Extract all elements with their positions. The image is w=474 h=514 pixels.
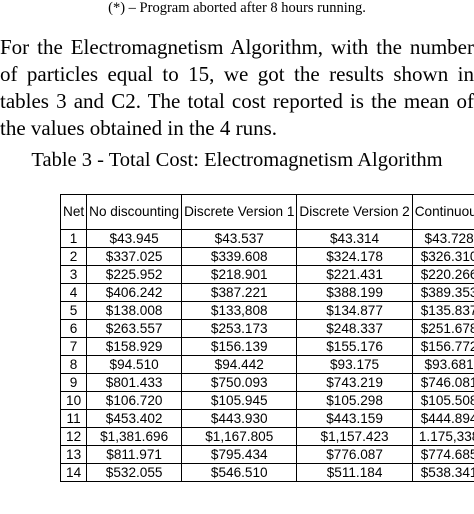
cost-cell: $388.199	[296, 283, 413, 302]
cost-cell: $387.221	[181, 283, 298, 302]
table-body: 1 $43.945 $43.537 $43.314 $43.728 2 $337.025 $3…	[59, 229, 474, 482]
cost-cell: $218.901	[181, 265, 298, 284]
column-header-discrete-v2: Discrete Version 2	[296, 194, 413, 230]
cost-cell: $532.055	[86, 463, 183, 482]
cost-cell: $135.837	[411, 301, 474, 320]
cost-cell: $105.508	[411, 391, 474, 410]
cost-cell: $93.681	[411, 355, 474, 374]
net-id-cell: 10	[59, 391, 88, 410]
table-header-row: Net No discounting Discrete Version 1 Di…	[59, 194, 474, 230]
cost-cell: $324.178	[296, 247, 413, 266]
cost-cell: $453.402	[86, 409, 183, 428]
table-row: 10 $106.720 $105.945 $105.298 $105.508	[59, 391, 474, 410]
net-id-cell: 12	[59, 427, 88, 446]
net-id-cell: 2	[59, 247, 88, 266]
net-id-cell: 4	[59, 283, 88, 302]
cost-cell: $337.025	[86, 247, 183, 266]
net-id-cell: 5	[59, 301, 88, 320]
results-table: Net No discounting Discrete Version 1 Di…	[59, 194, 474, 482]
cost-cell: $253.173	[181, 319, 298, 338]
net-id-cell: 8	[59, 355, 88, 374]
table-caption: Table 3 - Total Cost: Electromagnetism A…	[31, 149, 443, 171]
cost-cell: $138.008	[86, 301, 183, 320]
cost-cell: $811.971	[86, 445, 183, 464]
cost-cell: $251.678	[411, 319, 474, 338]
cost-cell: $134.877	[296, 301, 413, 320]
table-row: 8 $94.510 $94.442 $93.175 $93.681	[59, 355, 474, 374]
cost-cell: $1,157.423	[296, 427, 413, 446]
cost-cell: $444.894	[411, 409, 474, 428]
cost-cell: $220.266	[411, 265, 474, 284]
cost-cell: $795.434	[181, 445, 298, 464]
cost-cell: $746.081	[411, 373, 474, 392]
footnote: (*) – Program aborted after 8 hours runn…	[108, 0, 366, 16]
cost-cell: $339.608	[181, 247, 298, 266]
cost-cell: $221.431	[296, 265, 413, 284]
cost-cell: $225.952	[86, 265, 183, 284]
cost-cell: $774.685	[411, 445, 474, 464]
cost-cell: $133,808	[181, 301, 298, 320]
net-id-cell: 14	[59, 463, 88, 482]
cost-cell: $106.720	[86, 391, 183, 410]
net-id-cell: 3	[59, 265, 88, 284]
column-header-no-discounting: No discounting	[86, 194, 183, 230]
paragraph-line: of particles equal to 15, we got the res…	[0, 62, 474, 86]
cost-cell: $105.298	[296, 391, 413, 410]
cost-cell: $94.510	[86, 355, 183, 374]
cost-cell: 1.175,338	[411, 427, 474, 446]
cost-cell: $389.353	[411, 283, 474, 302]
cost-cell: $94.442	[181, 355, 298, 374]
cost-cell: $750.093	[181, 373, 298, 392]
cost-cell: $1,381.696	[86, 427, 183, 446]
net-id-cell: 9	[59, 373, 88, 392]
cost-cell: $443.159	[296, 409, 413, 428]
table-row: 6 $263.557 $253.173 $248.337 $251.678	[59, 319, 474, 338]
column-header-continuous: Continuous	[411, 194, 474, 230]
cost-cell: $406.242	[86, 283, 183, 302]
cost-cell: $263.557	[86, 319, 183, 338]
paragraph-line: For the Electromagnetism Algorithm, with…	[0, 35, 474, 59]
cost-cell: $43.945	[86, 229, 183, 248]
cost-cell: $776.087	[296, 445, 413, 464]
table-row: 7 $158.929 $156.139 $155.176 $156.772	[59, 337, 474, 356]
cost-cell: $1,167.805	[181, 427, 298, 446]
table-row: 5 $138.008 $133,808 $134.877 $135.837	[59, 301, 474, 320]
table-row: 1 $43.945 $43.537 $43.314 $43.728	[59, 229, 474, 248]
net-id-cell: 1	[59, 229, 88, 248]
net-id-cell: 11	[59, 409, 88, 428]
cost-cell: $158.929	[86, 337, 183, 356]
cost-cell: $93.175	[296, 355, 413, 374]
table-row: 9 $801.433 $750.093 $743.219 $746.081	[59, 373, 474, 392]
column-header-discrete-v1: Discrete Version 1	[181, 194, 298, 230]
paragraph-line: the values obtained in the 4 runs.	[0, 116, 278, 140]
cost-cell: $443.930	[181, 409, 298, 428]
table-row: 3 $225.952 $218.901 $221.431 $220.266	[59, 265, 474, 284]
table-row: 4 $406.242 $387.221 $388.199 $389.353	[59, 283, 474, 302]
cost-cell: $511.184	[296, 463, 413, 482]
cost-cell: $538.341	[411, 463, 474, 482]
cost-cell: $105.945	[181, 391, 298, 410]
cost-cell: $248.337	[296, 319, 413, 338]
cost-cell: $43.314	[296, 229, 413, 248]
cost-cell: $326.310	[411, 247, 474, 266]
table-row: 13 $811.971 $795.434 $776.087 $774.685	[59, 445, 474, 464]
cost-cell: $156.772	[411, 337, 474, 356]
paragraph-line: tables 3 and C2. The total cost reported…	[0, 89, 474, 113]
cost-cell: $801.433	[86, 373, 183, 392]
cost-cell: $43.537	[181, 229, 298, 248]
table-row: 14 $532.055 $546.510 $511.184 $538.341	[59, 463, 474, 482]
table-row: 2 $337.025 $339.608 $324.178 $326.310	[59, 247, 474, 266]
net-id-cell: 6	[59, 319, 88, 338]
net-id-cell: 7	[59, 337, 88, 356]
table-row: 12 $1,381.696 $1,167.805 $1,157.423 1.175,33…	[59, 427, 474, 446]
column-header-net: Net	[59, 194, 88, 230]
net-id-cell: 13	[59, 445, 88, 464]
body-paragraph: For the Electromagnetism Algorithm, with…	[0, 34, 474, 142]
cost-cell: $546.510	[181, 463, 298, 482]
cost-cell: $156.139	[181, 337, 298, 356]
cost-cell: $43.728	[411, 229, 474, 248]
table-row: 11 $453.402 $443.930 $443.159 $444.894	[59, 409, 474, 428]
cost-cell: $743.219	[296, 373, 413, 392]
cost-cell: $155.176	[296, 337, 413, 356]
